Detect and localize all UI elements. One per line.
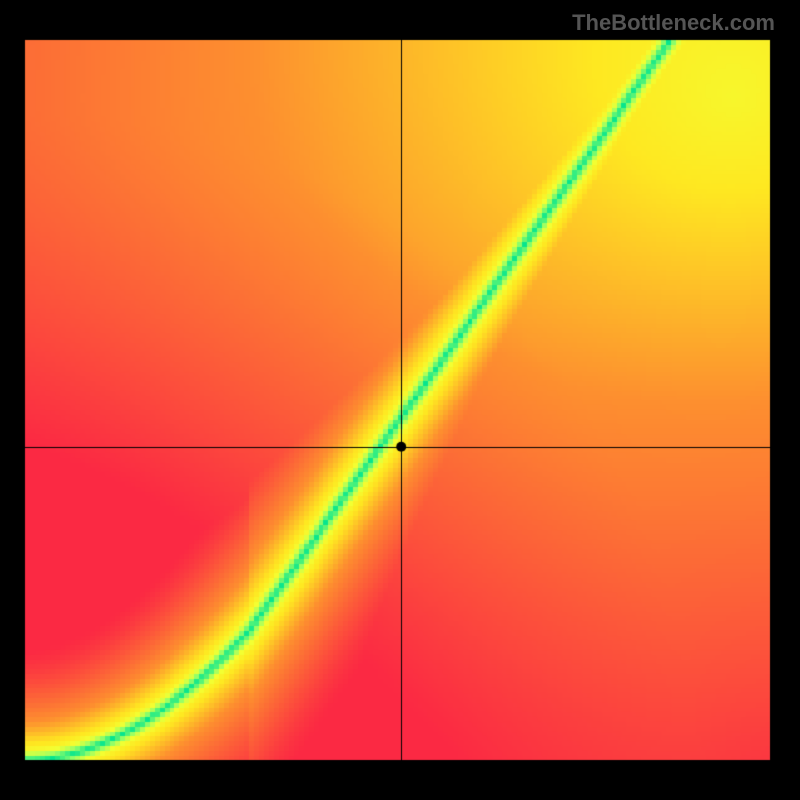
chart-root: TheBottleneck.com bbox=[0, 0, 800, 800]
watermark-text: TheBottleneck.com bbox=[572, 10, 775, 36]
heatmap-canvas bbox=[0, 0, 800, 800]
